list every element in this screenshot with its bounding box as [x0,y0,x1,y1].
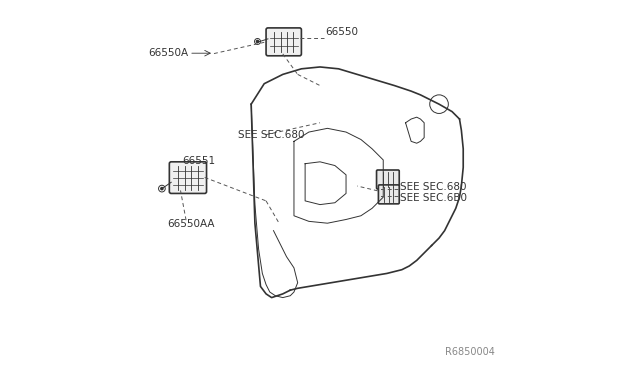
FancyBboxPatch shape [266,28,301,56]
Circle shape [161,187,163,190]
Text: SEE SEC.680: SEE SEC.680 [238,130,305,140]
Text: 66551: 66551 [182,156,216,166]
Text: 66550: 66550 [326,27,358,37]
Text: 66550AA: 66550AA [168,219,215,229]
Text: SEE SEC.680: SEE SEC.680 [400,182,467,192]
Text: SEE SEC.6B0: SEE SEC.6B0 [400,193,467,203]
FancyBboxPatch shape [378,185,399,204]
FancyBboxPatch shape [170,162,207,193]
FancyBboxPatch shape [376,170,399,189]
Text: R6850004: R6850004 [445,347,495,357]
Text: 66550A: 66550A [148,48,188,58]
Circle shape [257,41,259,43]
